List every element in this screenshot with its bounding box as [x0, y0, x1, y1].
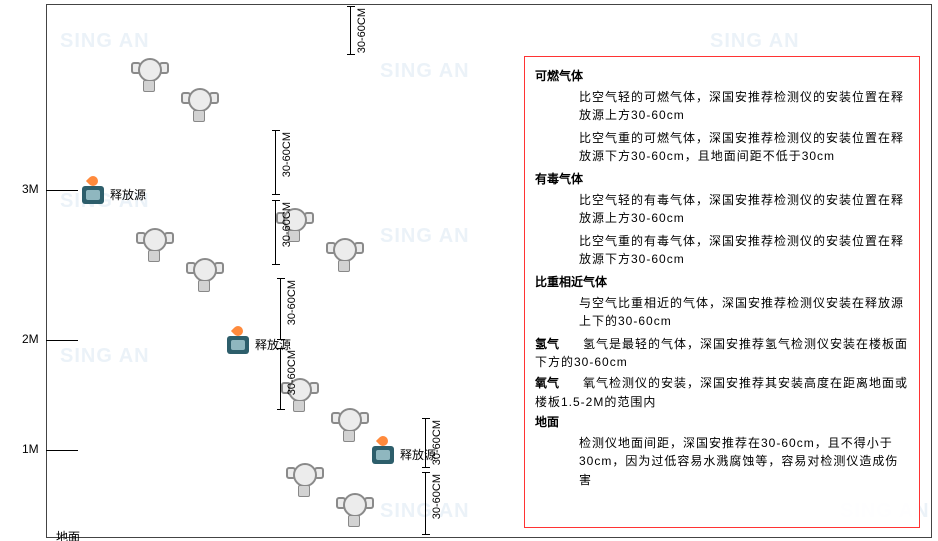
axis-tick-label: 1M: [22, 442, 39, 456]
info-section-title: 氧气: [535, 376, 559, 390]
info-section-title: 氢气: [535, 337, 559, 351]
info-section-body: 氧气检测仪的安装，深国安推荐其安装高度在距离地面或楼板1.5-2M的范围内: [535, 376, 908, 409]
dimension-bracket: [275, 200, 276, 265]
dimension-bracket: [275, 130, 276, 195]
dimension-label: 30-60CM: [431, 474, 443, 519]
dimension-bracket: [350, 6, 351, 55]
axis-tick-label: 3M: [22, 182, 39, 196]
dimension-bracket: [280, 348, 281, 410]
release-source-icon: [82, 182, 104, 204]
info-section-body: 比空气轻的可燃气体，深国安推荐检测仪的安装位置在释放源上方30-60cm: [579, 88, 909, 125]
dimension-label: 30-60CM: [356, 8, 368, 53]
detector-icon: [135, 50, 165, 90]
info-section-body: 比空气重的可燃气体，深国安推荐检测仪的安装位置在释放源下方30-60cm，且地面…: [579, 129, 909, 166]
dimension-label: 30-60CM: [431, 420, 443, 465]
detector-icon: [340, 485, 370, 525]
axis-tick-line: [46, 450, 78, 451]
info-section-title: 比重相近气体: [535, 273, 909, 292]
dimension-bracket: [425, 472, 426, 535]
dimension-label: 30-60CM: [281, 132, 293, 177]
info-panel: 可燃气体比空气轻的可燃气体，深国安推荐检测仪的安装位置在释放源上方30-60cm…: [524, 56, 920, 528]
detector-icon: [140, 220, 170, 260]
info-section-body: 氢气是最轻的气体，深国安推荐氢气检测仪安装在楼板面下方的30-60cm: [535, 337, 908, 370]
detector-icon: [185, 80, 215, 120]
info-section-title: 地面: [535, 413, 909, 432]
dimension-bracket: [280, 278, 281, 340]
info-section-title: 有毒气体: [535, 170, 909, 189]
info-section-body: 比空气轻的有毒气体，深国安推荐检测仪的安装位置在释放源上方30-60cm: [579, 191, 909, 228]
dimension-label: 30-60CM: [286, 280, 298, 325]
detector-icon: [190, 250, 220, 290]
info-section-body: 检测仪地面间距，深国安推荐在30-60cm，且不得小于30cm，因为过低容易水溅…: [579, 434, 909, 490]
ground-label: 地面: [56, 528, 80, 541]
release-source-label: 释放源: [110, 186, 146, 203]
info-section-body: 与空气比重相近的气体，深国安推荐检测仪安装在释放源上下的30-60cm: [579, 294, 909, 331]
dimension-label: 30-60CM: [286, 350, 298, 395]
release-source-icon: [372, 442, 394, 464]
axis-tick-label: 2M: [22, 332, 39, 346]
info-section-body: 比空气重的有毒气体，深国安推荐检测仪的安装位置在释放源下方30-60cm: [579, 232, 909, 269]
axis-tick-line: [46, 340, 78, 341]
detector-icon: [335, 400, 365, 440]
release-source-icon: [227, 332, 249, 354]
axis-tick-line: [46, 190, 78, 191]
dimension-label: 30-60CM: [281, 202, 293, 247]
info-section-title: 可燃气体: [535, 67, 909, 86]
detector-icon: [330, 230, 360, 270]
dimension-bracket: [425, 418, 426, 468]
detector-icon: [290, 455, 320, 495]
